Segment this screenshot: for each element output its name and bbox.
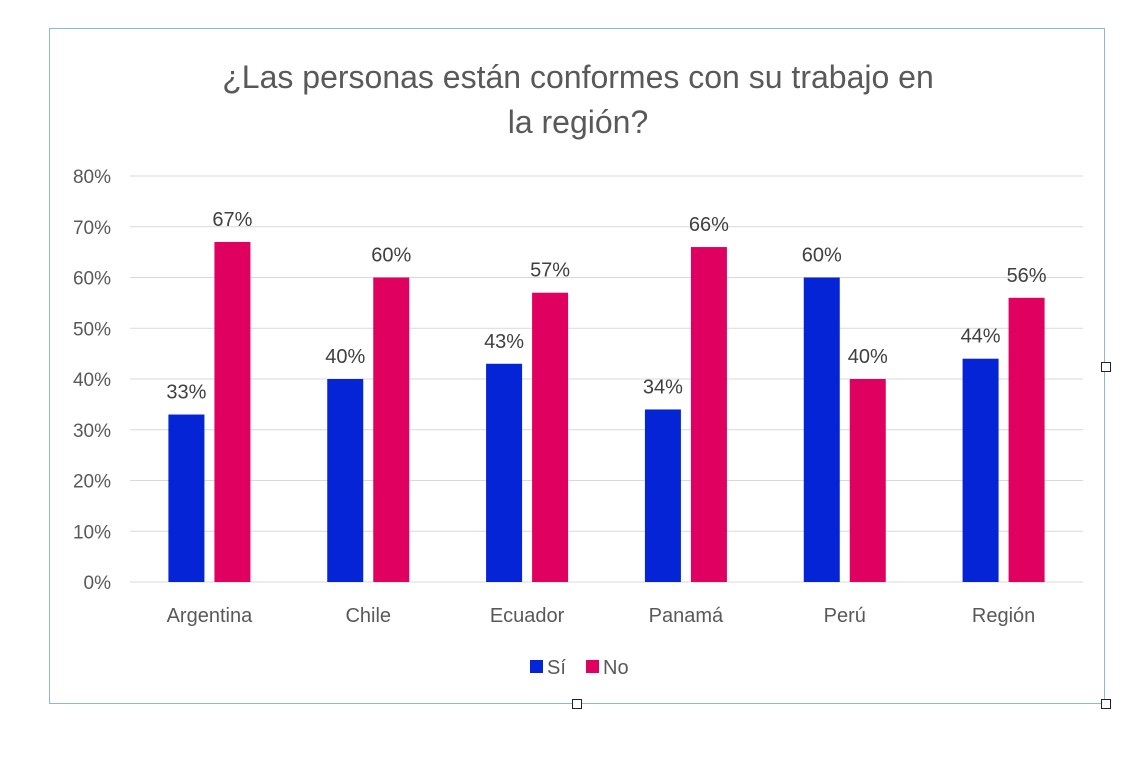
data-label: 40% (325, 346, 365, 368)
bar (690, 247, 727, 583)
category-label: Chile (345, 605, 391, 627)
data-label: 44% (961, 326, 1001, 348)
resize-handle-bottom[interactable] (572, 699, 582, 709)
category-label: Región (972, 605, 1035, 627)
data-label: 56% (1007, 265, 1047, 287)
y-tick-label: 30% (73, 421, 111, 442)
bar (373, 277, 410, 582)
bar (644, 409, 681, 582)
y-tick-label: 80% (73, 167, 111, 188)
y-axis-ticks: 0% 10% 20% 30% 40% 50% 60% 70% 80% (73, 167, 111, 594)
category-label: Perú (824, 605, 866, 627)
legend-swatch (530, 660, 543, 673)
data-label: 67% (212, 209, 252, 231)
chart-title-line-1: ¿Las personas están conformes con su tra… (222, 59, 934, 95)
legend-swatch (586, 660, 599, 673)
y-tick-label: 20% (73, 472, 111, 493)
y-tick-label: 50% (73, 319, 111, 340)
y-tick-label: 0% (84, 573, 112, 594)
data-label: 43% (484, 331, 524, 353)
y-tick-label: 10% (73, 522, 111, 543)
data-label: 34% (643, 376, 683, 398)
bars (168, 241, 1045, 583)
y-tick-label: 70% (73, 218, 111, 239)
data-label: 33% (166, 382, 206, 404)
category-label: Argentina (167, 605, 253, 627)
bar (486, 363, 523, 582)
bar (327, 379, 364, 582)
resize-handle-right[interactable] (1101, 362, 1111, 372)
legend-label: No (603, 657, 629, 679)
legend: Sí No (530, 657, 629, 679)
gridlines (130, 175, 1083, 583)
chart-title-line-2: la región? (508, 104, 649, 140)
x-axis-categories: Argentina Chile Ecuador Panamá Perú Región (167, 605, 1036, 627)
category-label: Ecuador (490, 605, 565, 627)
bar (168, 414, 205, 582)
resize-handle-bottom-right[interactable] (1101, 699, 1111, 709)
bar (1008, 297, 1045, 582)
data-label: 60% (802, 245, 842, 267)
y-tick-label: 40% (73, 370, 111, 391)
data-label: 66% (689, 214, 729, 236)
category-label: Panamá (649, 605, 724, 627)
legend-label: Sí (547, 657, 566, 679)
data-label: 40% (848, 346, 888, 368)
data-labels: 33% 67% 40% 60% 43% 57% 34% 66% 60% 40% 44% 56% (166, 209, 1046, 404)
bar (849, 379, 886, 582)
bar (962, 358, 999, 582)
bar (803, 277, 840, 582)
bar (532, 292, 569, 582)
bar (214, 241, 251, 582)
y-tick-label: 60% (73, 269, 111, 290)
data-label: 60% (371, 245, 411, 267)
data-label: 57% (530, 260, 570, 282)
